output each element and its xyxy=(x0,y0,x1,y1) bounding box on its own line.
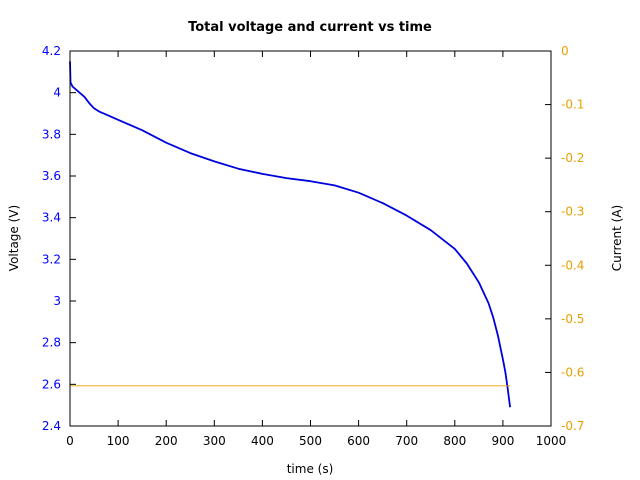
y2-axis-label: Current (A) xyxy=(610,205,624,271)
x-tick-label: 0 xyxy=(66,434,74,448)
y-tick-label: 2.4 xyxy=(42,419,61,433)
x-tick-label: 100 xyxy=(107,434,130,448)
y-axis-label: Voltage (V) xyxy=(7,205,21,271)
x-axis-label: time (s) xyxy=(287,462,334,476)
x-tick-label: 700 xyxy=(395,434,418,448)
x-axis: 0 100 200 300 400 500 600 700 800 900 1000 xyxy=(66,51,566,448)
y-tick-label: 4 xyxy=(53,86,61,100)
x-tick-label: 600 xyxy=(347,434,370,448)
y-axis-right: -0.7 -0.6 -0.5 -0.4 -0.3 -0.2 -0.1 0 xyxy=(545,44,584,433)
x-tick-label: 200 xyxy=(155,434,178,448)
y-tick-label: 3 xyxy=(53,294,61,308)
x-tick-label: 900 xyxy=(491,434,514,448)
chart-title: Total voltage and current vs time xyxy=(188,20,432,35)
voltage-series-line xyxy=(69,61,511,408)
plot-frame xyxy=(69,50,552,427)
y-tick-label: 3.2 xyxy=(42,252,61,266)
plot-series xyxy=(69,61,511,408)
x-tick-label: 300 xyxy=(203,434,226,448)
y-axis-left: 2.4 2.6 2.8 3 3.2 3.4 3.6 3.8 4 4.2 xyxy=(42,44,76,433)
y2-tick-label: -0.4 xyxy=(561,258,584,272)
y-tick-label: 3.6 xyxy=(42,169,61,183)
y-tick-label: 3.4 xyxy=(42,211,61,225)
y2-tick-label: -0.5 xyxy=(561,312,584,326)
x-tick-label: 800 xyxy=(443,434,466,448)
y2-tick-label: -0.3 xyxy=(561,205,584,219)
y-tick-label: 2.8 xyxy=(42,336,61,350)
y2-tick-label: -0.6 xyxy=(561,365,584,379)
x-tick-label: 1000 xyxy=(536,434,567,448)
y-tick-label: 2.6 xyxy=(42,377,61,391)
y2-tick-label: 0 xyxy=(561,44,569,58)
x-tick-label: 500 xyxy=(299,434,322,448)
y-tick-label: 3.8 xyxy=(42,127,61,141)
x-tick-label: 400 xyxy=(251,434,274,448)
y2-tick-label: -0.7 xyxy=(561,419,584,433)
y-tick-label: 4.2 xyxy=(42,44,61,58)
y2-tick-label: -0.2 xyxy=(561,151,584,165)
y2-tick-label: -0.1 xyxy=(561,98,584,112)
